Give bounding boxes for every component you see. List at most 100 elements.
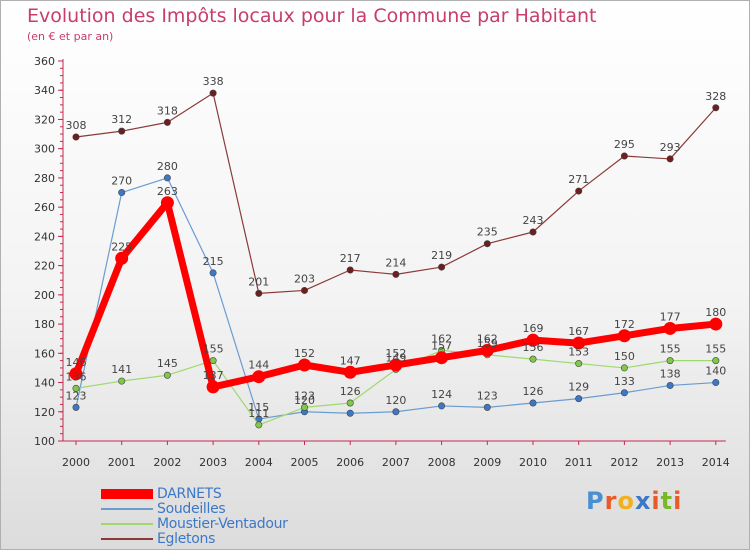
data-point-moustier-ventadour: [712, 357, 720, 365]
data-point-egletons: [529, 228, 537, 236]
data-label-darnets: 167: [568, 325, 589, 338]
data-label-soudeilles: 138: [660, 367, 681, 380]
proxiti-logo: Proxiti: [586, 487, 682, 515]
logo-letter: o: [617, 487, 635, 515]
data-point-darnets: [206, 380, 220, 394]
x-tick-label: 2000: [62, 456, 90, 469]
x-tick-label: 2012: [610, 456, 638, 469]
data-point-moustier-ventadour: [346, 399, 354, 407]
data-label-moustier-ventadour: 123: [294, 389, 315, 402]
x-tick-label: 2010: [519, 456, 547, 469]
data-label-darnets: 225: [111, 240, 132, 253]
data-point-soudeilles: [666, 381, 674, 389]
x-tick-label: 2014: [702, 456, 730, 469]
data-point-moustier-ventadour: [666, 357, 674, 365]
legend-label-moustier-ventadour: Moustier-Ventadour: [157, 516, 288, 532]
data-label-moustier-ventadour: 159: [477, 337, 498, 350]
data-point-egletons: [163, 118, 171, 126]
data-label-darnets: 172: [614, 318, 635, 331]
data-label-moustier-ventadour: 136: [66, 370, 87, 383]
data-point-darnets: [343, 365, 357, 379]
legend-item-egletons: Egletons: [101, 531, 361, 547]
y-tick-label: 200: [34, 289, 55, 302]
data-label-moustier-ventadour: 150: [614, 350, 635, 363]
y-tick-label: 300: [34, 143, 55, 156]
legend-label-egletons: Egletons: [157, 531, 216, 547]
data-label-darnets: 162: [477, 332, 498, 345]
data-label-darnets: 157: [431, 340, 452, 353]
y-tick-label: 180: [34, 318, 55, 331]
data-label-moustier-ventadour: 141: [111, 363, 132, 376]
y-tick-label: 240: [34, 230, 55, 243]
x-tick-label: 2002: [153, 456, 181, 469]
data-label-moustier-ventadour: 111: [248, 407, 269, 420]
data-point-moustier-ventadour: [209, 357, 217, 365]
data-label-darnets: 152: [294, 347, 315, 360]
data-label-darnets: 180: [705, 306, 726, 319]
data-point-egletons: [575, 187, 583, 195]
y-tick-label: 320: [34, 113, 55, 126]
legend-item-darnets: DARNETS: [101, 486, 361, 502]
data-label-soudeilles: 115: [248, 401, 269, 414]
data-label-soudeilles: 140: [705, 365, 726, 378]
data-label-darnets: 177: [660, 310, 681, 323]
chart-legend: DARNETS Soudeilles Moustier-Ventadour Eglet…: [101, 486, 361, 547]
data-point-egletons: [72, 133, 80, 141]
data-point-soudeilles: [620, 389, 628, 397]
data-point-moustier-ventadour: [72, 384, 80, 392]
data-label-moustier-ventadour: 126: [340, 385, 361, 398]
data-point-darnets: [617, 329, 631, 343]
y-tick-label: 120: [34, 406, 55, 419]
data-label-egletons: 214: [385, 256, 406, 269]
y-tick-label: 360: [34, 55, 55, 68]
data-point-darnets: [252, 370, 266, 384]
legend-item-moustier-ventadour: Moustier-Ventadour: [101, 516, 361, 532]
data-label-egletons: 318: [157, 104, 178, 117]
data-point-egletons: [392, 270, 400, 278]
logo-letter: i: [651, 487, 661, 515]
data-label-moustier-ventadour: 149: [385, 351, 406, 364]
data-point-soudeilles: [438, 402, 446, 410]
data-point-darnets: [480, 343, 494, 357]
x-tick-label: 2004: [245, 456, 273, 469]
data-point-darnets: [115, 251, 129, 265]
data-point-darnets: [435, 351, 449, 365]
data-point-egletons: [118, 127, 126, 135]
data-point-moustier-ventadour: [529, 355, 537, 363]
data-label-egletons: 203: [294, 272, 315, 285]
data-point-darnets: [69, 367, 83, 381]
data-label-soudeilles: 123: [66, 389, 87, 402]
x-tick-label: 2008: [428, 456, 456, 469]
data-label-soudeilles: 280: [157, 160, 178, 173]
x-tick-label: 2011: [565, 456, 593, 469]
data-point-darnets: [663, 321, 677, 335]
data-label-soudeilles: 126: [523, 385, 544, 398]
data-point-egletons: [666, 155, 674, 163]
data-label-moustier-ventadour: 153: [568, 346, 589, 359]
y-tick-label: 220: [34, 260, 55, 273]
data-point-moustier-ventadour: [163, 371, 171, 379]
data-point-moustier-ventadour: [300, 403, 308, 411]
data-label-darnets: 137: [203, 369, 224, 382]
x-tick-label: 2006: [336, 456, 364, 469]
data-point-soudeilles: [163, 174, 171, 182]
logo-letter: t: [660, 487, 674, 515]
data-label-egletons: 312: [111, 113, 132, 126]
data-label-moustier-ventadour: 156: [523, 341, 544, 354]
data-point-moustier-ventadour: [118, 377, 126, 385]
legend-swatch-egletons: [101, 538, 153, 540]
data-label-moustier-ventadour: 155: [660, 343, 681, 356]
legend-item-soudeilles: Soudeilles: [101, 501, 361, 517]
logo-letter: P: [586, 487, 605, 515]
data-point-soudeilles: [575, 395, 583, 403]
data-point-egletons: [620, 152, 628, 160]
data-point-darnets: [389, 358, 403, 372]
data-point-moustier-ventadour: [620, 364, 628, 372]
data-label-moustier-ventadour: 162: [431, 332, 452, 345]
data-point-darnets: [572, 336, 586, 350]
data-point-egletons: [300, 286, 308, 294]
x-tick-label: 2001: [108, 456, 136, 469]
x-tick-label: 2013: [656, 456, 684, 469]
